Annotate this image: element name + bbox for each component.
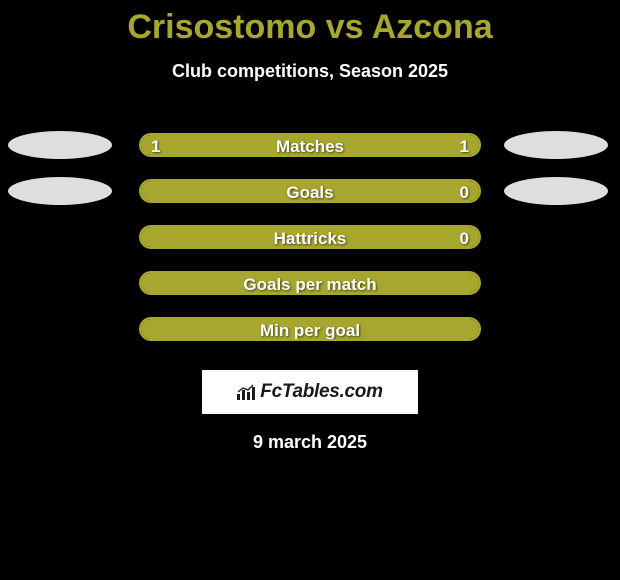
- bar-left-fill: [141, 273, 479, 293]
- bar-track: Hattricks0: [139, 225, 481, 249]
- logo-plate: FcTables.com: [202, 370, 418, 414]
- bar-left-fill: [141, 135, 310, 155]
- date-line: 9 march 2025: [0, 432, 620, 453]
- left-ellipse: [8, 177, 112, 205]
- logo-text: FcTables.com: [237, 381, 382, 403]
- stat-row: Goals0: [0, 168, 620, 214]
- stat-row: Matches11: [0, 122, 620, 168]
- bar-track: Min per goal: [139, 317, 481, 341]
- page-title: Crisostomo vs Azcona: [0, 0, 620, 47]
- bar-track: Matches11: [139, 133, 481, 157]
- bar-right-fill: [310, 135, 479, 155]
- bar-left-fill: [141, 181, 479, 201]
- left-ellipse: [8, 131, 112, 159]
- stat-row: Goals per match: [0, 260, 620, 306]
- comparison-rows: Matches11 Goals0 Hattricks0 Goals per match…: [0, 122, 620, 352]
- right-ellipse: [504, 131, 608, 159]
- stat-row: Hattricks0: [0, 214, 620, 260]
- bar-left-fill: [141, 319, 479, 339]
- subtitle: Club competitions, Season 2025: [0, 61, 620, 82]
- chart-icon: [237, 384, 255, 400]
- bar-left-fill: [141, 227, 479, 247]
- right-ellipse: [504, 177, 608, 205]
- bar-track: Goals per match: [139, 271, 481, 295]
- bar-track: Goals0: [139, 179, 481, 203]
- stat-row: Min per goal: [0, 306, 620, 352]
- logo-label: FcTables.com: [260, 381, 382, 403]
